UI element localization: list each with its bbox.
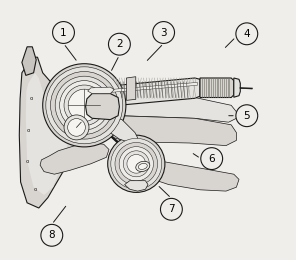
Circle shape bbox=[51, 72, 118, 139]
Polygon shape bbox=[200, 78, 234, 98]
Polygon shape bbox=[97, 114, 138, 143]
Polygon shape bbox=[19, 57, 79, 208]
Polygon shape bbox=[40, 143, 109, 174]
Circle shape bbox=[201, 148, 223, 170]
Circle shape bbox=[108, 135, 165, 192]
Circle shape bbox=[123, 151, 149, 177]
Circle shape bbox=[119, 147, 153, 181]
Text: 7: 7 bbox=[168, 204, 175, 214]
Polygon shape bbox=[234, 78, 240, 97]
Polygon shape bbox=[99, 78, 200, 107]
Polygon shape bbox=[125, 181, 148, 191]
Text: o: o bbox=[29, 96, 33, 101]
Ellipse shape bbox=[136, 161, 150, 172]
Text: 4: 4 bbox=[244, 29, 250, 39]
Circle shape bbox=[127, 154, 146, 173]
Polygon shape bbox=[99, 82, 197, 93]
Polygon shape bbox=[117, 94, 237, 122]
Circle shape bbox=[115, 142, 158, 185]
Circle shape bbox=[111, 138, 162, 189]
Polygon shape bbox=[126, 151, 239, 191]
Polygon shape bbox=[88, 87, 114, 94]
Circle shape bbox=[153, 22, 175, 43]
Text: 8: 8 bbox=[49, 230, 55, 240]
Polygon shape bbox=[105, 116, 237, 146]
Polygon shape bbox=[95, 87, 98, 107]
Polygon shape bbox=[26, 73, 69, 195]
Ellipse shape bbox=[138, 163, 147, 170]
Circle shape bbox=[53, 22, 74, 43]
Text: o: o bbox=[26, 127, 30, 133]
Circle shape bbox=[236, 105, 258, 127]
Text: 6: 6 bbox=[208, 154, 215, 164]
Circle shape bbox=[68, 89, 100, 121]
Circle shape bbox=[108, 33, 130, 55]
Circle shape bbox=[46, 67, 123, 144]
Circle shape bbox=[59, 81, 109, 130]
Circle shape bbox=[64, 115, 89, 140]
Text: 2: 2 bbox=[116, 39, 123, 49]
Polygon shape bbox=[126, 77, 136, 100]
Circle shape bbox=[160, 198, 182, 220]
Polygon shape bbox=[86, 94, 119, 120]
Text: 1: 1 bbox=[60, 28, 67, 37]
Circle shape bbox=[68, 119, 85, 136]
Text: 3: 3 bbox=[160, 28, 167, 37]
Circle shape bbox=[64, 85, 104, 126]
Text: o: o bbox=[33, 187, 36, 192]
Circle shape bbox=[55, 76, 113, 134]
Circle shape bbox=[43, 64, 126, 147]
Circle shape bbox=[236, 23, 258, 45]
Circle shape bbox=[41, 224, 63, 246]
Text: 5: 5 bbox=[244, 111, 250, 121]
Polygon shape bbox=[22, 47, 36, 75]
Text: o: o bbox=[25, 159, 29, 164]
